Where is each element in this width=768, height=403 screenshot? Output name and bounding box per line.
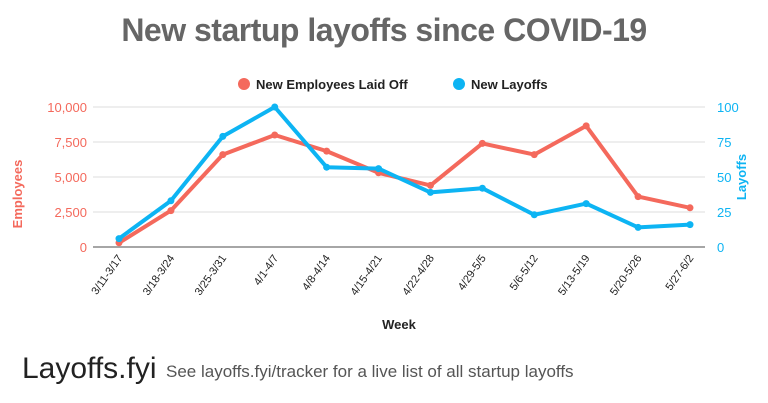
x-tick-label: 5/6-5/12	[508, 253, 541, 293]
chart-title: New startup layoffs since COVID-19	[121, 12, 647, 48]
x-tick-label: 4/22-4/28	[400, 253, 436, 298]
x-tick-label: 3/25-3/31	[193, 253, 229, 298]
x-tick-label: 4/1-4/7	[252, 253, 281, 288]
data-point-employees	[582, 122, 590, 130]
y2-tick-label: 0	[717, 240, 724, 255]
x-tick-label: 3/11-3/17	[89, 253, 125, 297]
x-tick-label: 5/13-5/19	[556, 253, 592, 298]
legend-marker-employees	[238, 78, 250, 90]
legend-marker-layoffs	[453, 78, 465, 90]
data-point-layoffs	[478, 184, 486, 192]
x-axis-title: Week	[382, 317, 416, 332]
series-line-layoffs	[117, 105, 691, 241]
x-tick-label: 5/27-6/2	[663, 253, 696, 293]
x-tick-label: 4/15-4/21	[349, 253, 385, 298]
data-point-employees	[271, 131, 279, 139]
data-point-layoffs	[271, 103, 279, 111]
y2-tick-label: 75	[717, 135, 731, 150]
y2-tick-label: 100	[717, 100, 739, 115]
data-point-employees	[167, 207, 175, 215]
x-tick-label: 4/8-4/14	[300, 253, 333, 293]
data-point-layoffs	[167, 197, 175, 205]
data-point-employees	[219, 151, 227, 159]
series-line-employees	[117, 123, 691, 245]
y-tick-label: 10,000	[47, 100, 87, 115]
legend-label-employees: New Employees Laid Off	[256, 77, 408, 92]
y-tick-label: 5,000	[54, 170, 87, 185]
data-point-layoffs	[115, 235, 123, 243]
y2-tick-label: 50	[717, 170, 731, 185]
y-tick-label: 7,500	[54, 135, 87, 150]
data-point-layoffs	[426, 188, 434, 196]
x-tick-label: 3/18-3/24	[141, 253, 177, 298]
data-point-layoffs	[530, 211, 538, 219]
data-point-layoffs	[582, 200, 590, 208]
x-tick-label: 4/29-5/5	[456, 253, 489, 293]
x-tick-label: 5/20-5/26	[608, 253, 644, 298]
y-axis-title: Employees	[10, 160, 25, 229]
data-point-layoffs	[219, 132, 227, 140]
data-point-employees	[426, 181, 434, 189]
data-point-employees	[634, 193, 642, 201]
y-tick-label: 0	[80, 240, 87, 255]
data-point-layoffs	[375, 165, 383, 173]
data-point-employees	[478, 139, 486, 147]
data-point-employees	[323, 147, 331, 155]
data-point-layoffs	[634, 223, 642, 231]
data-point-layoffs	[323, 163, 331, 171]
y-tick-label: 2,500	[54, 205, 87, 220]
layoffs-fyi-logo: Layoffs.fyi	[22, 352, 157, 385]
data-point-employees	[686, 204, 694, 212]
data-point-layoffs	[686, 221, 694, 229]
y2-axis-title: Layoffs	[734, 154, 749, 200]
data-point-employees	[530, 151, 538, 159]
y2-tick-label: 25	[717, 205, 731, 220]
line-chart: 0 0 2,500 25 5,000 50 7,500 75 10,000 100 3/11-3/1…	[10, 77, 749, 332]
footer-caption: See layoffs.fyi/tracker for a live list …	[166, 362, 574, 381]
legend-label-layoffs: New Layoffs	[471, 77, 548, 92]
